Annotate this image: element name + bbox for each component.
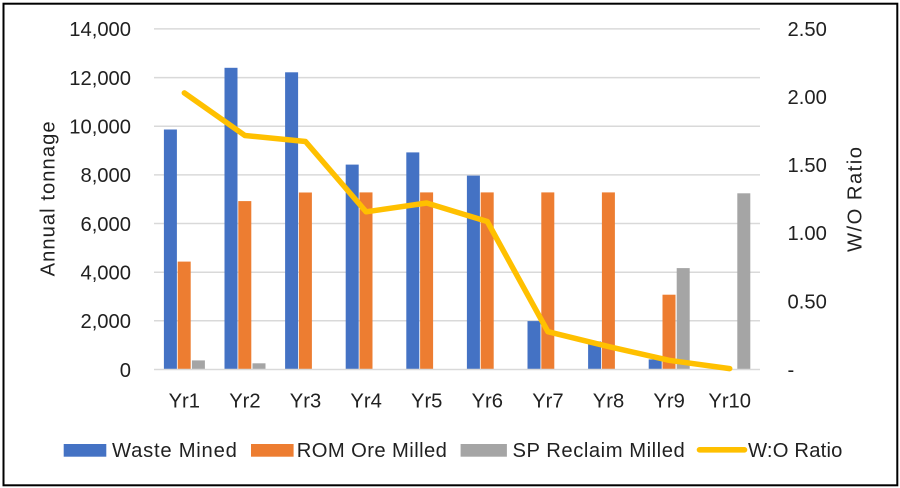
svg-text:8,000: 8,000 — [80, 165, 131, 187]
svg-text:2,000: 2,000 — [80, 311, 131, 333]
svg-text:0: 0 — [120, 360, 131, 382]
svg-text:0.50: 0.50 — [788, 291, 827, 313]
svg-text:6,000: 6,000 — [80, 214, 131, 236]
svg-text:Yr5: Yr5 — [411, 391, 442, 413]
svg-text:Yr10: Yr10 — [708, 391, 751, 413]
svg-text:Yr7: Yr7 — [532, 391, 563, 413]
svg-text:12,000: 12,000 — [69, 68, 131, 90]
svg-text:Yr8: Yr8 — [593, 391, 624, 413]
svg-text:4,000: 4,000 — [80, 263, 131, 285]
svg-text:10,000: 10,000 — [69, 117, 131, 139]
svg-text:W/O Ratio: W/O Ratio — [845, 147, 867, 252]
svg-text:1.00: 1.00 — [788, 223, 827, 245]
svg-text:1.50: 1.50 — [788, 155, 827, 177]
svg-text:2.00: 2.00 — [788, 87, 827, 109]
svg-text:14,000: 14,000 — [69, 19, 131, 41]
svg-text:Yr6: Yr6 — [472, 391, 503, 413]
svg-text:SP Reclaim Milled: SP Reclaim Milled — [513, 440, 685, 462]
svg-text:Yr9: Yr9 — [653, 391, 684, 413]
svg-text:Waste Mined: Waste Mined — [112, 440, 237, 462]
svg-text:Yr4: Yr4 — [350, 391, 381, 413]
svg-text:2.50: 2.50 — [788, 19, 827, 41]
svg-text:Yr1: Yr1 — [169, 391, 200, 413]
svg-text:-: - — [788, 360, 795, 382]
svg-text:ROM Ore Milled: ROM Ore Milled — [297, 440, 447, 462]
svg-text:Yr3: Yr3 — [290, 391, 321, 413]
svg-text:Annual tonnage: Annual tonnage — [38, 121, 60, 276]
svg-text:W:O Ratio: W:O Ratio — [748, 440, 842, 462]
svg-text:Yr2: Yr2 — [229, 391, 260, 413]
